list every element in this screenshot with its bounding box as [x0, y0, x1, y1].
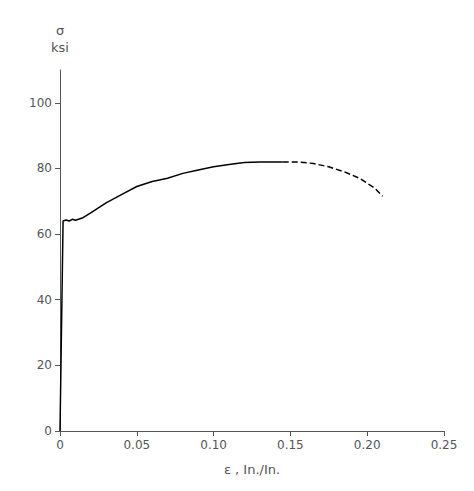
svg-text:0.15: 0.15: [277, 438, 304, 452]
svg-text:σ: σ: [56, 23, 64, 38]
svg-text:20: 20: [37, 358, 52, 372]
svg-text:0.05: 0.05: [123, 438, 150, 452]
svg-text:0: 0: [44, 424, 52, 438]
svg-text:60: 60: [37, 227, 52, 241]
svg-text:40: 40: [37, 293, 52, 307]
svg-text:0.20: 0.20: [354, 438, 381, 452]
svg-text:0: 0: [56, 438, 64, 452]
svg-text:0.25: 0.25: [431, 438, 458, 452]
svg-text:0.10: 0.10: [200, 438, 227, 452]
svg-text:ε , In./In.: ε , In./In.: [224, 462, 280, 477]
svg-text:ksi: ksi: [51, 40, 69, 55]
svg-text:100: 100: [29, 96, 52, 110]
svg-text:80: 80: [37, 161, 52, 175]
